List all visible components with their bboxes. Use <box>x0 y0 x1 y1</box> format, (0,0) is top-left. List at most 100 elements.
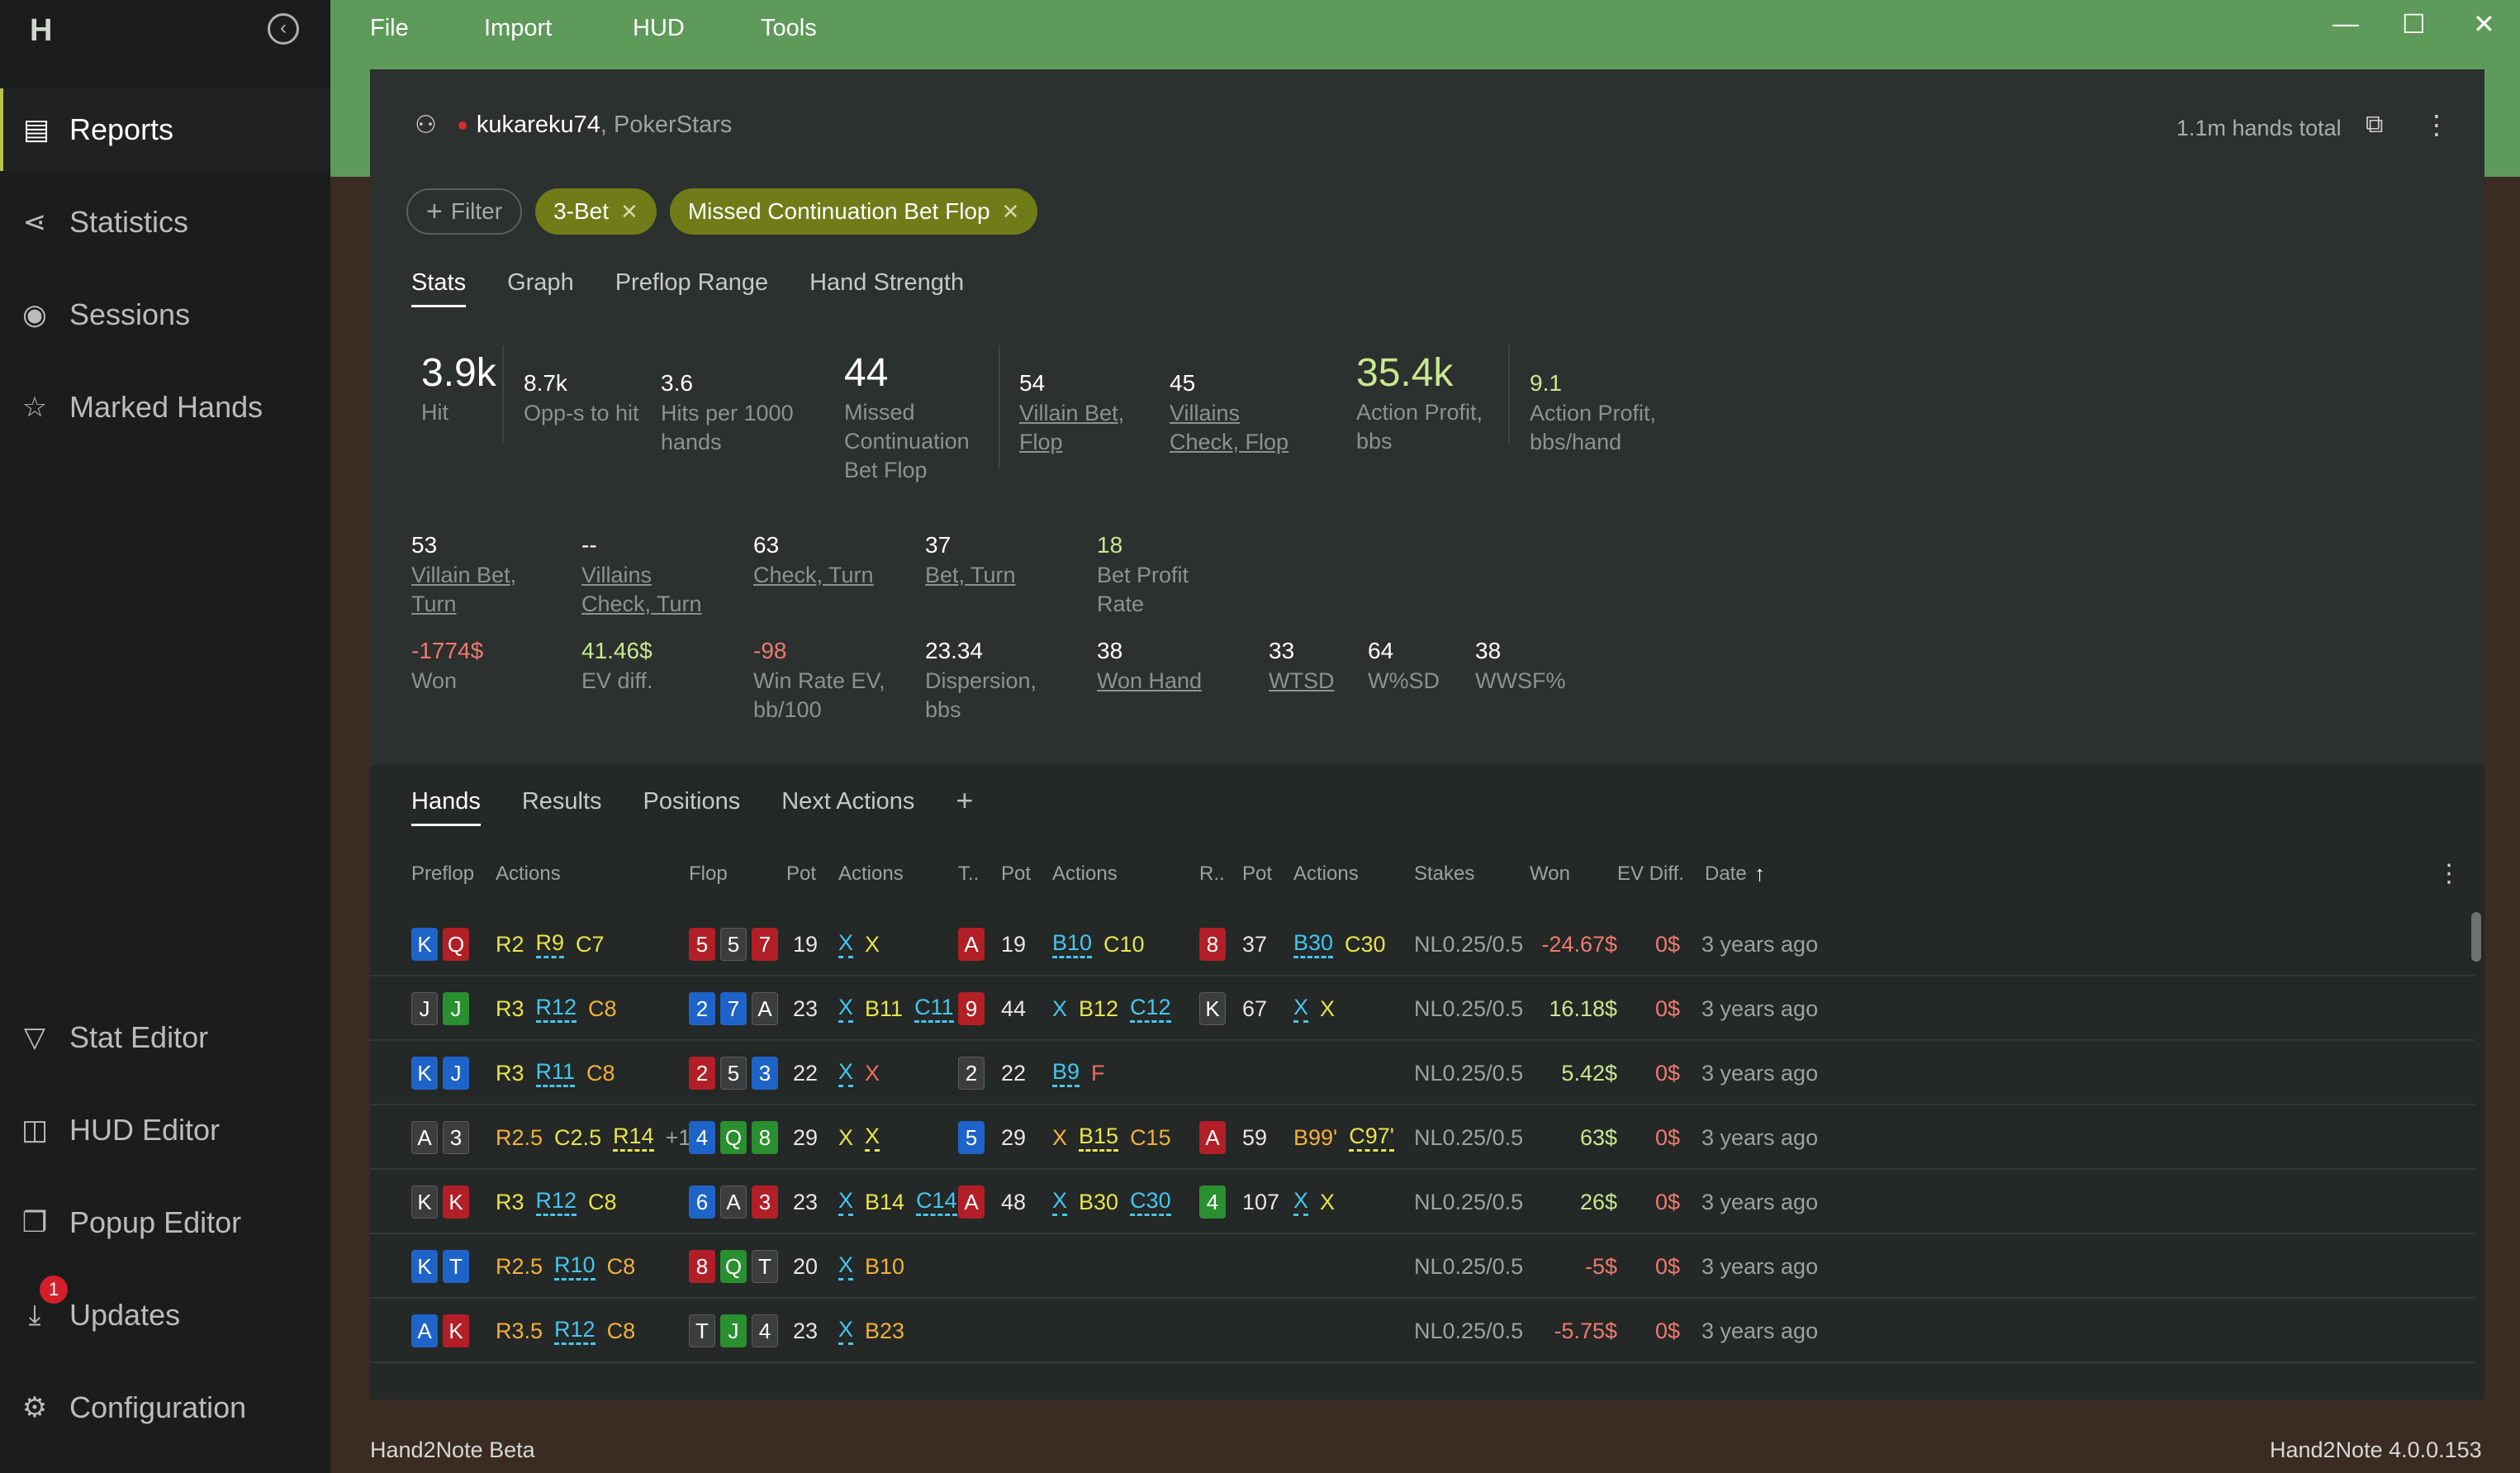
close-icon[interactable]: ✕ <box>620 198 638 224</box>
minimize-icon[interactable]: — <box>2333 8 2359 38</box>
sidebar-item-hud-editor[interactable]: ◫ HUD Editor <box>0 1089 330 1171</box>
tab-next-actions[interactable]: Next Actions <box>781 788 915 815</box>
col-actions-flop[interactable]: Actions <box>838 862 904 885</box>
stat-ev-diff[interactable]: 41.46$ EV diff. <box>581 638 653 693</box>
stat-villains-check-flop[interactable]: 45 Villains Check, Flop <box>1170 370 1289 454</box>
player-selector[interactable]: ⚇ kukareku74 , PokerStars <box>415 111 732 140</box>
col-preflop[interactable]: Preflop <box>411 862 475 885</box>
tab-hands[interactable]: Hands <box>411 788 481 826</box>
col-pot-flop[interactable]: Pot <box>786 862 817 885</box>
table-row[interactable]: A K R3.5 R12 C8 T J 4 23 X B23 NL0.25/0.5 -5.75$ 0$ 3 … <box>370 1299 2475 1363</box>
sort-arrow-icon[interactable]: ↑ <box>1754 861 1765 886</box>
sidebar-item-popup-editor[interactable]: ❐ Popup Editor <box>0 1181 330 1264</box>
playing-card: 2 <box>689 1057 715 1090</box>
sidebar-item-reports[interactable]: ▤ Reports <box>0 88 330 171</box>
popup-icon: ❐ <box>21 1207 48 1238</box>
table-row[interactable]: K T R2.5 R10 C8 8 Q T 20 X B10 NL0.25/0.5 -5$ 0$ 3 yea… <box>370 1234 2475 1299</box>
playing-card: A <box>411 1121 438 1154</box>
close-icon[interactable]: ✕ <box>1001 198 1020 224</box>
won-amount: -5$ <box>1584 1253 1617 1279</box>
col-pot-river[interactable]: Pot <box>1242 862 1273 885</box>
app-version-label: Hand2Note Beta <box>370 1437 535 1462</box>
col-stakes[interactable]: Stakes <box>1414 862 1475 885</box>
tab-stats[interactable]: Stats <box>411 269 467 307</box>
stat-villain-bet-turn[interactable]: 53 Villain Bet, Turn <box>411 532 517 616</box>
menu-hud[interactable]: HUD <box>633 15 685 41</box>
stat-won-hand[interactable]: 38 Won Hand <box>1097 638 1203 693</box>
col-date[interactable]: Date <box>1705 862 1747 885</box>
sidebar-item-stat-editor[interactable]: ▽ Stat Editor <box>0 996 330 1079</box>
sidebar-item-sessions[interactable]: ◉ Sessions <box>0 273 330 356</box>
col-ev-diff[interactable]: EV Diff. <box>1617 862 1684 885</box>
col-flop[interactable]: Flop <box>689 862 728 885</box>
stat-villain-bet-flop[interactable]: 54 Villain Bet, Flop <box>1019 370 1125 454</box>
more-options-icon[interactable]: ⋮ <box>2423 110 2450 140</box>
add-tab-icon[interactable]: + <box>956 783 974 817</box>
sidebar-item-label: Sessions <box>69 297 191 331</box>
tab-positions[interactable]: Positions <box>643 788 741 815</box>
table-row[interactable]: K J R3 R11 C8 2 5 3 22 X X 2 22 B9 F NL0.25/0.5 5.42$ 0$ 3… <box>370 1041 2475 1105</box>
tab-graph[interactable]: Graph <box>507 269 574 296</box>
stat-wwsf[interactable]: 38 WWSF% <box>1475 638 1566 693</box>
tab-results[interactable]: Results <box>521 788 602 815</box>
playing-card: 5 <box>689 928 715 961</box>
table-row[interactable]: K Q R2 R9 C7 5 5 7 19 X X A 19 B10 C10 8 37 B30 C30 NL0.25/… <box>370 912 2475 976</box>
action-token: C7 <box>576 931 605 957</box>
sidebar-item-statistics[interactable]: ⋖ Statistics <box>0 181 330 264</box>
tab-preflop-range[interactable]: Preflop Range <box>615 269 769 296</box>
stat-opps-to-hit[interactable]: 8.7k Opp-s to hit <box>524 370 639 425</box>
action-token: C15 <box>1130 1124 1171 1150</box>
broadcast-icon: ◉ <box>22 299 47 330</box>
won-amount: 5.42$ <box>1561 1060 1617 1086</box>
sidebar-item-configuration[interactable]: ⚙ Configuration <box>0 1366 330 1449</box>
sidebar-item-marked-hands[interactable]: ☆ Marked Hands <box>0 366 330 449</box>
col-river[interactable]: R.. <box>1199 862 1225 885</box>
stat-wtsd[interactable]: 33 WTSD <box>1269 638 1335 693</box>
stat-win-rate-ev[interactable]: -98 Win Rate EV, bb/100 <box>753 638 885 722</box>
add-filter-button[interactable]: + Filter <box>406 188 523 235</box>
playing-card: K <box>1199 992 1226 1025</box>
col-won[interactable]: Won <box>1530 862 1570 885</box>
playing-card: Q <box>720 1121 747 1154</box>
action-token: B30 <box>1293 930 1334 958</box>
stat-hit[interactable]: 3.9k Hit <box>421 351 496 425</box>
stat-check-turn[interactable]: 63 Check, Turn <box>753 532 874 587</box>
table-row[interactable]: A 3 R2.5 C2.5 R14 +1 4 Q 8 29 X X 5 29 X B15 C15 A 59 B99' C… <box>370 1105 2475 1170</box>
col-pot-turn[interactable]: Pot <box>1001 862 1032 885</box>
table-options-icon[interactable]: ⋮ <box>2437 860 2461 887</box>
stat-hits-per-1000[interactable]: 3.6 Hits per 1000 hands <box>661 370 794 454</box>
stat-wsd[interactable]: 64 W%SD <box>1368 638 1440 693</box>
filter-tag-3bet[interactable]: 3-Bet ✕ <box>535 188 657 235</box>
tab-hand-strength[interactable]: Hand Strength <box>809 269 965 296</box>
col-actions-preflop[interactable]: Actions <box>496 862 561 885</box>
stat-action-profit-bbs[interactable]: 35.4k Action Profit, bbs <box>1356 351 1483 454</box>
scrollbar[interactable] <box>2471 912 2481 962</box>
col-turn[interactable]: T.. <box>958 862 980 885</box>
stat-villains-check-turn[interactable]: -- Villains Check, Turn <box>581 532 702 616</box>
playing-card: T <box>689 1314 715 1347</box>
stat-missed-cbet-flop[interactable]: 44 Missed Continuation Bet Flop <box>844 351 970 482</box>
menu-import[interactable]: Import <box>484 15 553 41</box>
stat-bet-profit-rate[interactable]: 18 Bet Profit Rate <box>1097 532 1189 616</box>
table-row[interactable]: K K R3 R12 C8 6 A 3 23 X B14 C14 A 48 X B30 C30 4 107 X X NL0… <box>370 1170 2475 1234</box>
stat-dispersion[interactable]: 23.34 Dispersion, bbs <box>925 638 1037 722</box>
divider <box>502 345 504 444</box>
menu-file[interactable]: File <box>370 15 409 41</box>
collapse-sidebar-button[interactable]: ‹ <box>268 13 299 45</box>
filter-tag-missed-cbet[interactable]: Missed Continuation Bet Flop ✕ <box>669 188 1038 235</box>
export-icon[interactable]: ⧉ <box>2366 111 2384 138</box>
col-actions-turn[interactable]: Actions <box>1052 862 1118 885</box>
table-row[interactable]: J J R3 R12 C8 2 7 A 23 X B11 C11 9 44 X B12 C12 K 67 X X NL0.… <box>370 976 2475 1041</box>
menu-tools[interactable]: Tools <box>761 15 817 41</box>
action-token: C97' <box>1349 1124 1394 1152</box>
stat-won[interactable]: -1774$ Won <box>411 638 484 693</box>
col-actions-river[interactable]: Actions <box>1293 862 1359 885</box>
stat-action-profit-hand[interactable]: 9.1 Action Profit, bbs/hand <box>1530 370 1657 454</box>
turn-cards: A <box>958 1170 985 1234</box>
actions-ta: X B15 C15 <box>1052 1105 1178 1170</box>
stat-bet-turn[interactable]: 37 Bet, Turn <box>925 532 1016 587</box>
maximize-icon[interactable]: ☐ <box>2402 9 2426 39</box>
sidebar-item-updates[interactable]: ⤓ Updates <box>0 1274 330 1357</box>
close-icon[interactable]: ✕ <box>2473 9 2495 39</box>
